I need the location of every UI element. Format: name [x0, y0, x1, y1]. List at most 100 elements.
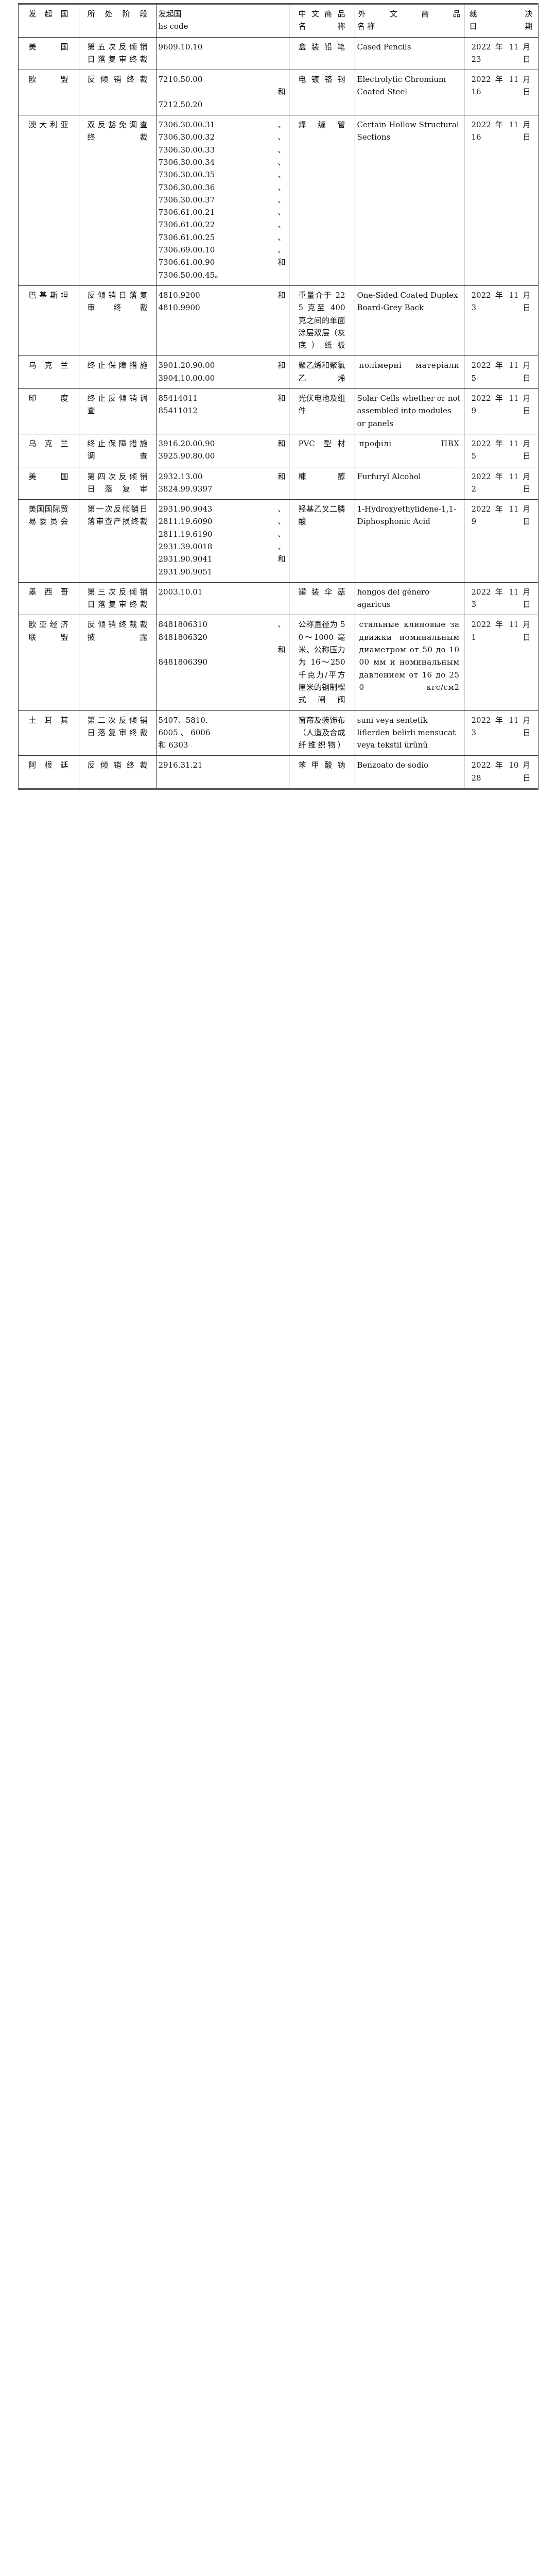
header-label-country: 发 起 国	[28, 9, 68, 19]
row-stage: 反 倾 销 终 裁 裁 披 露	[87, 620, 148, 642]
header-row: 发 起 国 所 处 阶 段 发起国 hs code 中 文 商 品 名 称 外 …	[18, 4, 538, 38]
row-country: 印 度	[28, 394, 68, 403]
table-row: 巴 基 斯 坦反 倾 销 日 落 复 审 终 裁 4810.9200 和 4810.9…	[18, 285, 538, 357]
hs-code-value: 7306.30.00.37	[158, 195, 215, 205]
hs-code-value: 7306.30.00.31	[158, 120, 215, 130]
hs-code-line: 8481806310 、	[159, 618, 286, 631]
row-stage: 第 五 次 反 倾 销 日 落 复 审 终 裁	[87, 42, 148, 64]
hs-code-line: 3901.20.90.00 和	[159, 359, 286, 371]
row-hscode-cell: 2003.10.01	[155, 582, 289, 616]
hs-code-line: 6005 、 6006	[158, 727, 211, 737]
table-row: 美 国 第 五 次 反 倾 销 日 落 复 审 终 裁 9609.10.10 盒装铅笔…	[18, 37, 538, 71]
row-cn-name: 电镀铬钢	[298, 75, 345, 84]
hs-code-line: 2931.39.0018 、	[159, 540, 286, 553]
table-row: 土 耳 其 第 二 次 反 倾 销 日 落 复 审 终 裁 5407、5810. 60…	[18, 710, 538, 756]
header-label-hscode-line1: 发起国	[158, 9, 182, 19]
hs-code-separator: 、	[277, 220, 286, 230]
hs-code-line: 7306.69.00.10 、	[159, 244, 286, 256]
row-hscode-cell: 3916.20.00.90 和 3925.90.80.00	[155, 433, 289, 467]
row-cn-name: 苯甲酸钠	[298, 760, 345, 770]
row-date: 2022 年 11 月 5 日	[471, 438, 531, 461]
document-page: 发 起 国 所 处 阶 段 发起国 hs code 中 文 商 品 名 称 外 …	[0, 0, 556, 792]
table-row: 墨 西 哥 第 三 次 反 倾 销 日 落 复 审 终 裁 2003.10.01 罐装…	[18, 582, 538, 616]
header-cell-date: 裁 决 日 期	[463, 4, 538, 38]
header-label-foreign-name-line2: 名 称	[357, 22, 375, 31]
hs-code-separator: 、	[277, 120, 286, 130]
hs-code-separator: 和	[277, 290, 286, 300]
hs-code-line: 3904.10.00.00	[158, 373, 215, 383]
row-date: 2022 年 11 月 16 日	[471, 120, 531, 142]
row-hscode: 3916.20.00.90 和 3925.90.80.00	[159, 437, 287, 463]
hs-code-separator: 和	[277, 394, 286, 403]
row-date-cell: 2022 年 11 月 1 日	[463, 615, 538, 711]
hs-code-value: 7306.69.00.10	[158, 245, 215, 255]
table-row: 欧 亚 经 济 联 盟反 倾 销 终 裁 裁 披 露 8481806310、 848…	[18, 615, 538, 711]
row-country-cell: 印 度	[18, 388, 79, 434]
row-foreign-name: One-Sided Coated Duplex Board-Grey Back	[357, 290, 458, 313]
row-cn-name-cell: PVC 型材	[288, 433, 355, 467]
row-stage-cell: 第 五 次 反 倾 销 日 落 复 审 终 裁	[78, 37, 157, 71]
row-hscode-cell: 85414011 和 85411012	[155, 388, 289, 434]
hs-code-separator: 和	[277, 645, 286, 655]
header-label-stage: 所 处 阶 段	[87, 9, 148, 19]
row-hscode-cell: 8481806310 、 8481806320 和 8481806390	[155, 615, 289, 711]
hs-code-separator: 和	[277, 361, 286, 370]
row-foreign-name: hongos del género agaricus	[357, 587, 430, 609]
hs-code-line: 2931.90.9051	[158, 567, 213, 577]
row-hscode: 8481806310 、 8481806320 和 8481806390	[159, 618, 287, 668]
hs-code-separator: 、	[277, 620, 286, 630]
hs-code-value: 85414011	[158, 394, 198, 403]
row-date-cell: 2022 年 10 月 28 日	[463, 755, 538, 790]
row-country: 乌 克 兰	[28, 361, 68, 370]
row-country-cell: 美 国	[18, 466, 79, 500]
row-foreign-name-cell: профілі ПВХ	[354, 433, 464, 467]
hs-code-separator: 、	[277, 245, 286, 255]
row-cn-name-cell: 糠醇	[288, 466, 355, 500]
row-stage: 第一次反倾销日落审查产损终裁	[87, 504, 148, 527]
row-hscode: 85414011 和 85411012	[159, 392, 287, 417]
row-stage-cell: 反 倾 销 终 裁	[78, 70, 157, 116]
hs-code-line: 7306.61.00.21 、	[159, 206, 286, 218]
row-date-cell: 2022 年 11 月 2 日	[463, 466, 538, 500]
hs-code-separator: 和	[277, 258, 286, 267]
hs-code-separator: 和	[277, 471, 286, 481]
row-country-cell: 欧 亚 经 济 联 盟	[18, 615, 79, 711]
hs-code-line: 7306.30.00.32 、	[159, 131, 286, 143]
row-stage: 反 倾 销 终 裁	[87, 760, 148, 770]
row-date-cell: 2022 年 11 月 5 日	[463, 433, 538, 467]
hs-code-line: 2931.90.9041 和	[159, 553, 286, 565]
row-stage-cell: 第一次反倾销日落审查产损终裁	[78, 499, 157, 583]
hs-code-line: 2932.13.00 和	[159, 470, 286, 483]
hs-code-line: 和 6303	[158, 740, 188, 750]
row-cn-name: 公称直径为 50～1000 毫米、公称压力为 16～250 千克力/平方厘米的钢…	[298, 620, 345, 705]
hs-code-value: 2931.90.9041	[158, 554, 213, 564]
hs-code-value: 7306.61.00.90	[158, 258, 215, 267]
hs-code-value: 7306.30.00.36	[158, 182, 215, 192]
row-hscode: 2932.13.00 和 3824.99.9397	[159, 470, 287, 496]
row-foreign-name-cell: Cased Pencils	[354, 37, 464, 71]
row-country: 欧 盟	[28, 75, 68, 84]
trade-remedy-table: 发 起 国 所 处 阶 段 发起国 hs code 中 文 商 品 名 称 外 …	[18, 3, 538, 790]
row-country-cell: 墨 西 哥	[18, 582, 79, 616]
hs-code-separator: 、	[277, 195, 286, 205]
row-foreign-name: полімерні матеріали	[359, 361, 460, 370]
row-foreign-name-cell: suni veya sentetik liflerden belirli men…	[354, 710, 464, 756]
hs-code-line: 和	[159, 643, 286, 656]
row-date-cell: 2022 年 11 月 23 日	[463, 37, 538, 71]
row-hscode-cell: 5407、5810. 6005 、 6006 和 6303	[155, 710, 289, 756]
hs-code-line: 3824.99.9397	[158, 484, 213, 494]
table-row: 阿 根 廷 反 倾 销 终 裁 2916.31.21 苯甲酸钠 Benzoato de …	[18, 755, 538, 790]
row-date-cell: 2022 年 11 月 9 日	[463, 388, 538, 434]
hs-code-value: 7306.61.00.25	[158, 232, 215, 242]
row-country-cell: 土 耳 其	[18, 710, 79, 756]
row-stage-cell: 第 三 次 反 倾 销 日 落 复 审 终 裁	[78, 582, 157, 616]
row-date: 2022 年 11 月 16 日	[471, 75, 531, 97]
row-cn-name: 焊缝管	[298, 120, 345, 130]
hs-code-value: 7306.30.00.33	[158, 145, 215, 155]
row-cn-name-cell: 公称直径为 50～1000 毫米、公称压力为 16～250 千克力/平方厘米的钢…	[288, 615, 355, 711]
row-hscode-cell: 2916.31.21	[155, 755, 289, 790]
hs-code-separator: 、	[277, 145, 286, 155]
table-row: 乌 克 兰 终 止 保 障 措 施 3901.20.90.00 和 3904.10.00…	[18, 355, 538, 389]
header-label-foreign-name-line1: 外 文 商 品	[358, 9, 461, 19]
hs-code-line: 2811.19.6090 、	[159, 515, 286, 528]
